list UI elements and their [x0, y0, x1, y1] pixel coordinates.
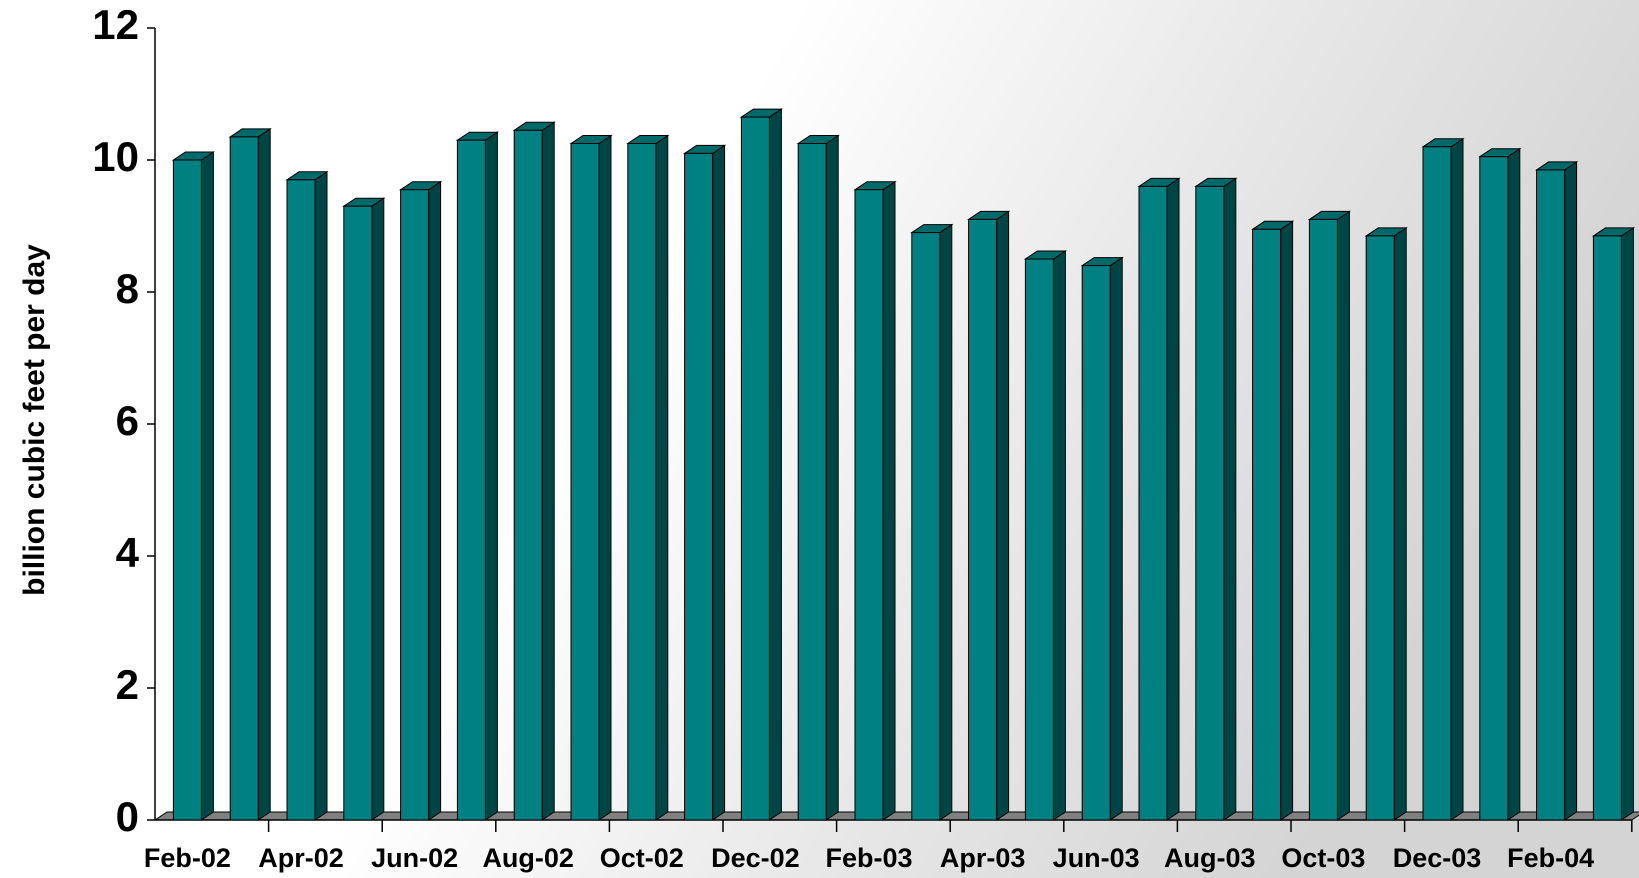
bar	[1138, 185, 1168, 821]
bar	[229, 136, 259, 821]
bar-side	[371, 197, 385, 821]
x-tick-label: Feb-02	[144, 843, 231, 873]
bar-side	[1052, 250, 1066, 821]
y-tick-label: 0	[116, 793, 139, 840]
bar	[1252, 228, 1282, 821]
bar	[1536, 169, 1566, 821]
bar-side	[1564, 160, 1578, 821]
bar	[684, 152, 714, 821]
bar-side	[1166, 177, 1180, 821]
y-tick-label: 8	[116, 265, 139, 312]
x-tick-label: Aug-03	[1164, 843, 1256, 873]
bar	[1308, 218, 1338, 821]
bar-side	[1223, 177, 1237, 821]
bar-side	[257, 127, 271, 821]
bar-side	[825, 134, 839, 821]
bar-side	[939, 223, 953, 821]
bar	[456, 139, 486, 821]
bar-side	[1393, 226, 1407, 821]
bar-side	[598, 134, 612, 821]
x-tick-label: Dec-02	[711, 843, 800, 873]
x-tick-label: Jun-02	[371, 843, 458, 873]
y-tick-label: 4	[116, 529, 140, 576]
y-tick-label: 10	[92, 133, 139, 180]
bar	[400, 189, 430, 821]
y-tick-label: 2	[116, 661, 139, 708]
bar-side	[712, 144, 726, 821]
bar-side	[1280, 220, 1294, 821]
bar-side	[1507, 147, 1521, 821]
bar-side	[484, 131, 498, 821]
bar-side	[428, 180, 442, 821]
x-tick-label: Apr-03	[940, 843, 1026, 873]
bar	[1592, 235, 1622, 821]
bar	[740, 116, 770, 821]
bar	[1024, 258, 1054, 821]
bar	[854, 189, 884, 821]
bar-side	[882, 180, 896, 821]
bar	[570, 143, 600, 821]
y-tick-label: 12	[92, 1, 139, 48]
x-tick-label: Jun-03	[1053, 843, 1140, 873]
x-tick-label: Oct-02	[600, 843, 684, 873]
bar-side	[1620, 226, 1634, 821]
bar-side	[541, 121, 555, 821]
y-tick-label: 6	[116, 397, 139, 444]
bar	[627, 143, 657, 821]
y-axis-label: billion cubic feet per day	[18, 244, 51, 596]
x-tick-label: Oct-03	[1281, 843, 1365, 873]
bar-side	[1450, 137, 1464, 821]
bar-side	[1109, 256, 1123, 821]
bar-side	[200, 151, 214, 821]
bar-side	[314, 170, 328, 821]
bar	[911, 232, 941, 821]
bar	[1479, 156, 1509, 821]
bar-side	[1336, 210, 1350, 821]
bar	[343, 205, 373, 821]
bar-side	[768, 108, 782, 821]
bar	[1422, 146, 1452, 821]
bar	[1365, 235, 1395, 821]
plot-area: 0 2 4 6 8 10 12 Feb-02 Apr-02 Jun-02 Aug-02 Oct-02 D…	[92, 1, 1639, 873]
bar	[1195, 185, 1225, 821]
x-tick-label: Feb-03	[825, 843, 912, 873]
x-tick-label: Dec-03	[1393, 843, 1482, 873]
bar-side	[996, 210, 1010, 821]
bar	[1081, 265, 1111, 821]
x-tick-label: Feb-04	[1507, 843, 1594, 873]
bar-side	[655, 134, 669, 821]
bar	[286, 179, 316, 821]
bar	[968, 218, 998, 821]
x-tick-label: Aug-02	[482, 843, 574, 873]
bar	[172, 159, 202, 821]
x-tick-label: Apr-02	[258, 843, 344, 873]
bar	[797, 143, 827, 821]
bar	[513, 129, 543, 821]
